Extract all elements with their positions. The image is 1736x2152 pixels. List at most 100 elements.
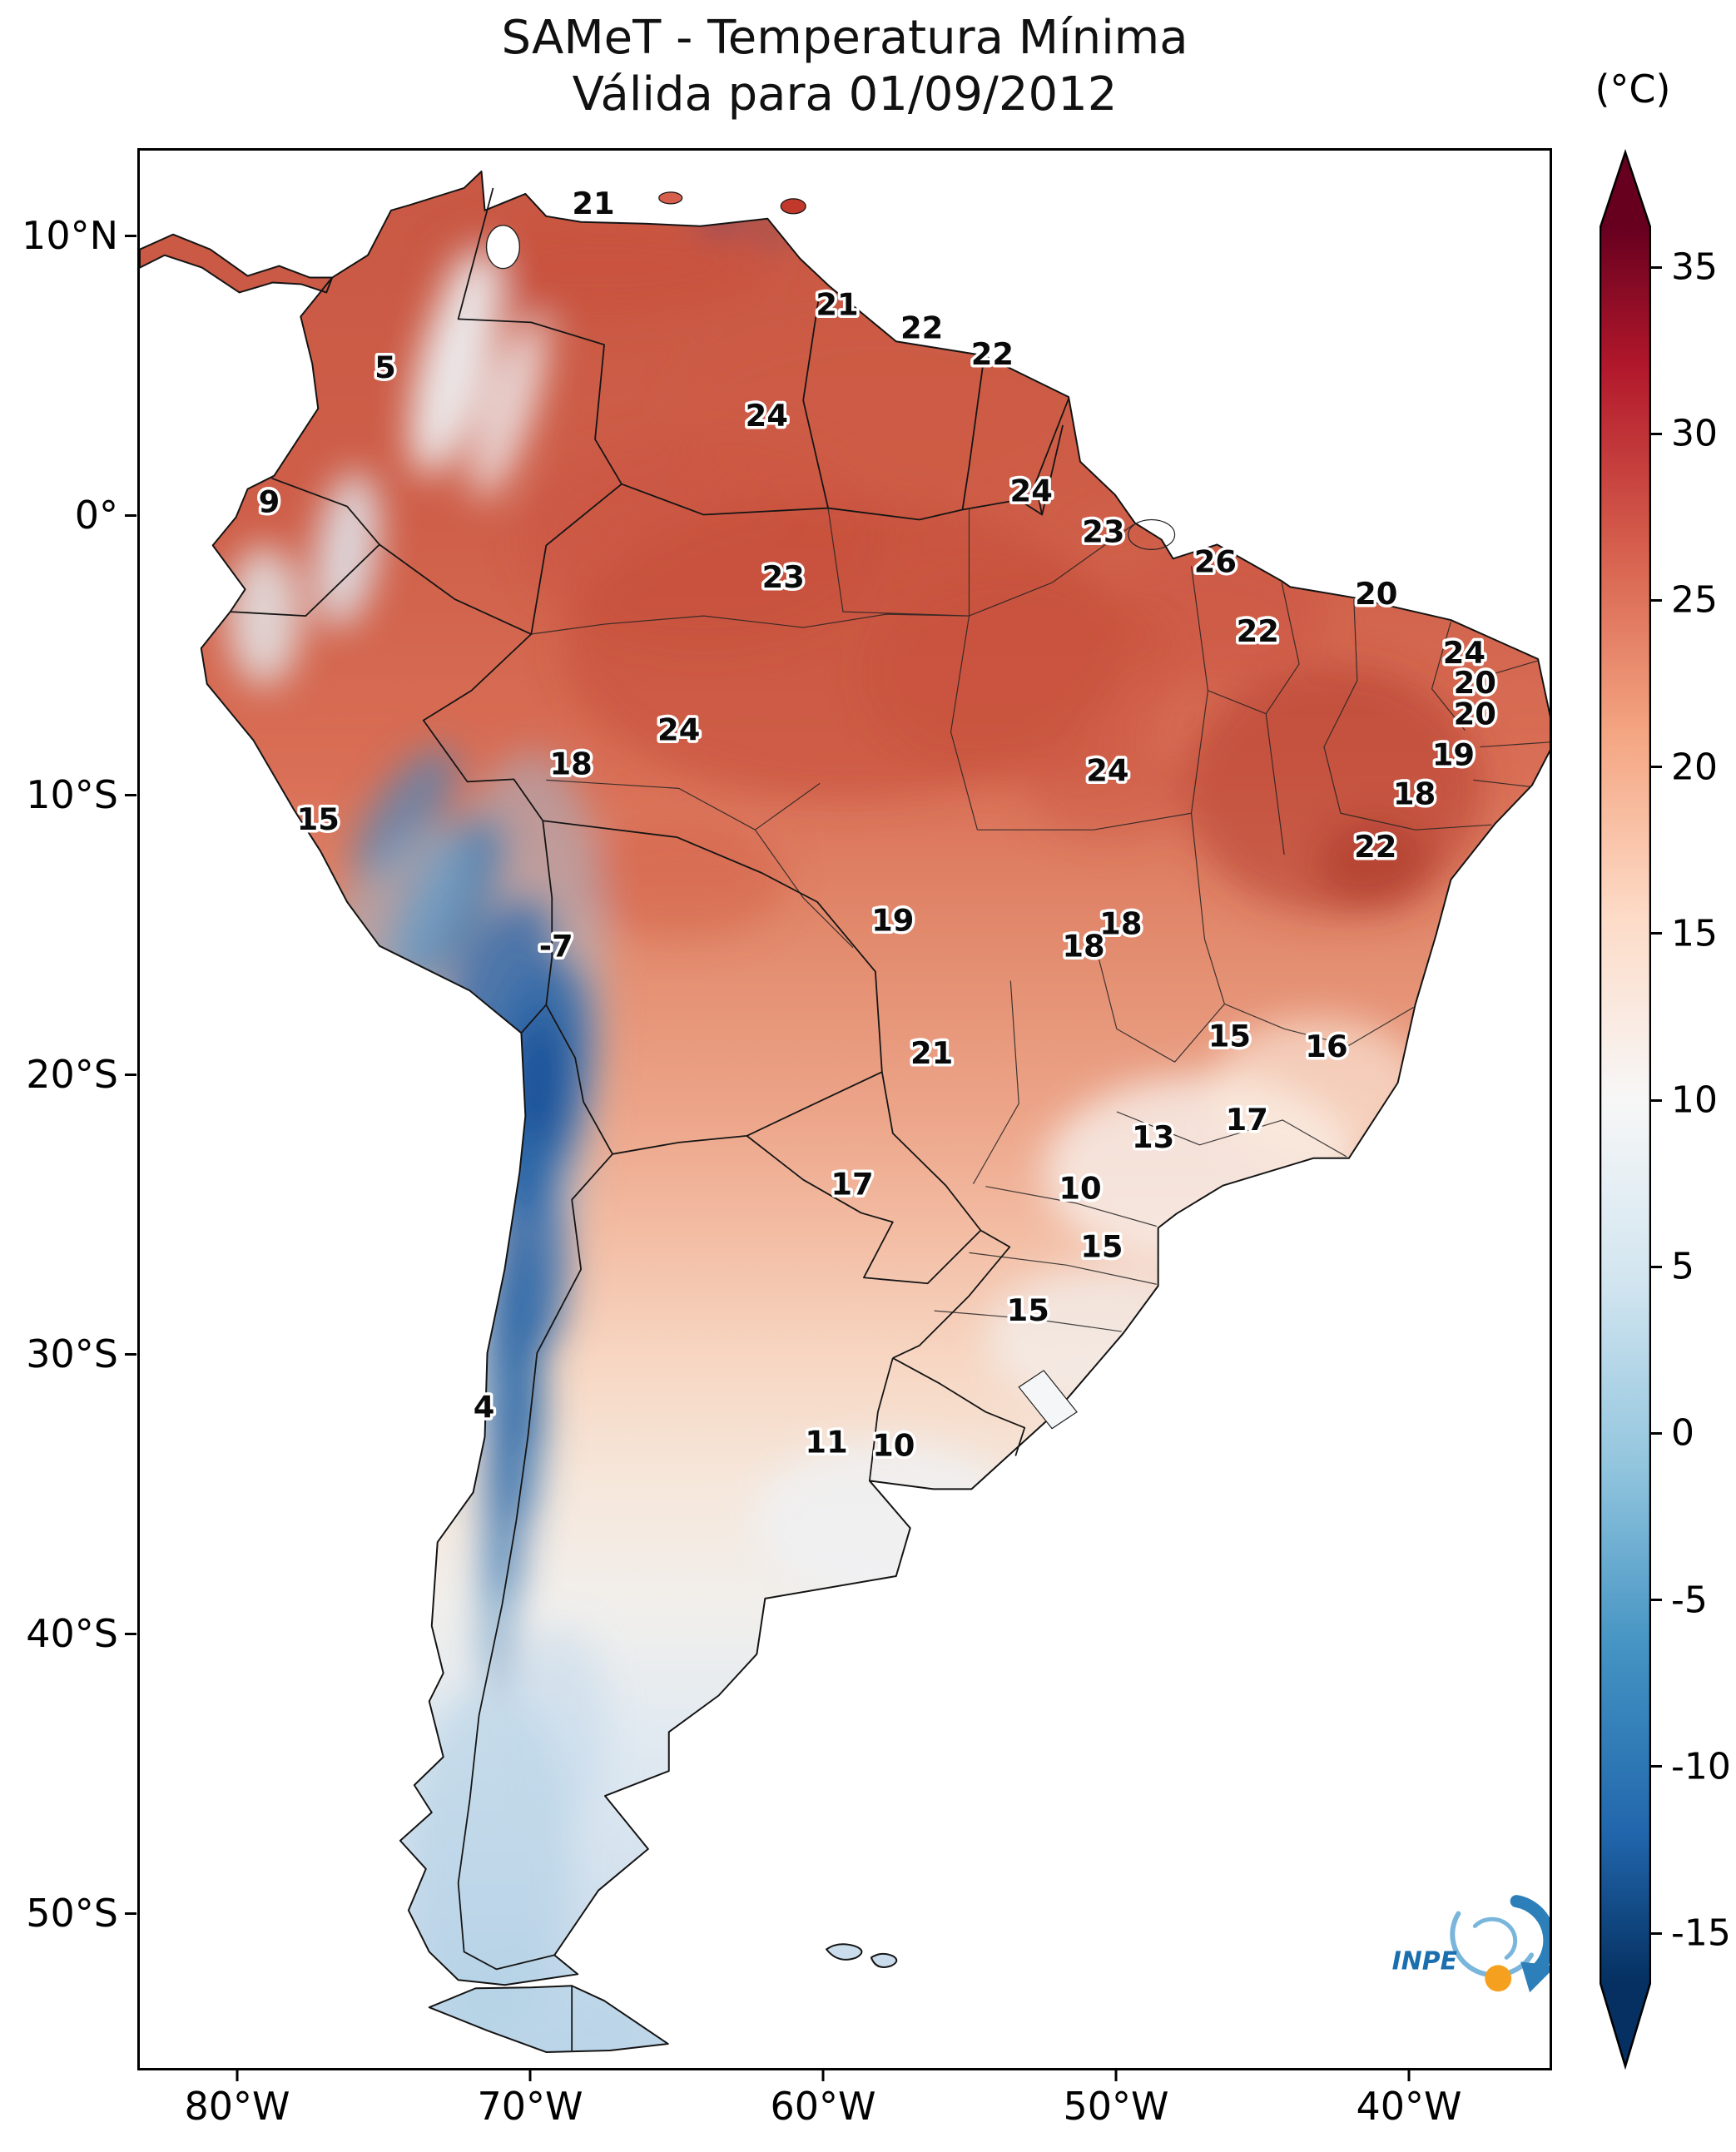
margarita-island [658, 191, 683, 205]
colorbar-tick-mark [1651, 932, 1662, 935]
y-tick-mark [125, 1352, 136, 1356]
colorbar-tick-mark [1651, 265, 1662, 269]
colorbar-ticks: 35 30 25 20 15 10 5 0 -5 -10 -15 [1651, 148, 1736, 2070]
page-subtitle: Válida para 01/09/2012 [572, 67, 1118, 122]
temperature-label: 23 [1082, 513, 1124, 549]
temperature-label: 24 [1443, 635, 1486, 671]
temperature-label: 15 [297, 801, 340, 837]
colorbar-tick-mark [1651, 1265, 1662, 1268]
temperature-label: 24 [657, 712, 700, 748]
temperature-label: 5 [374, 350, 396, 385]
temperature-label: 18 [550, 746, 593, 781]
temperature-label: 22 [971, 336, 1014, 372]
colorbar-tick-mark [1651, 1098, 1662, 1102]
colorbar-tick-label: 5 [1671, 1245, 1694, 1288]
y-tick-label: 20°S [26, 1052, 118, 1097]
title-block: SAMeT - Temperatura Mínima Válida para 0… [137, 10, 1552, 124]
x-tick-mark [821, 2070, 825, 2081]
colorbar-top-arrow [1600, 152, 1650, 227]
temperature-label: 24 [1010, 474, 1053, 509]
x-tick-mark [236, 2070, 239, 2081]
temperature-label: 13 [1132, 1119, 1174, 1155]
y-tick-label: 10°N [22, 213, 118, 258]
y-tick-mark [125, 1912, 136, 1915]
y-tick-label: 10°S [26, 772, 118, 817]
colorbar [1600, 149, 1651, 2070]
y-tick-mark [125, 513, 136, 517]
temperature-label: 21 [910, 1035, 953, 1071]
x-axis: 80°W 70°W 60°W 50°W 40°W [0, 2070, 1736, 2152]
temperature-label: 17 [1226, 1102, 1268, 1138]
x-tick-mark [1407, 2070, 1411, 2081]
temperature-label: 20 [1454, 665, 1496, 701]
x-tick-label: 80°W [184, 2084, 290, 2129]
colorbar-tick-label: 20 [1671, 746, 1718, 789]
x-tick-label: 40°W [1356, 2084, 1462, 2129]
colorbar-tick-label: -5 [1671, 1579, 1708, 1622]
y-tick-mark [125, 1632, 136, 1635]
marajo-island [1128, 518, 1176, 550]
logo-orange-dot [1485, 1965, 1512, 1992]
colorbar-tick-label: 10 [1671, 1078, 1718, 1122]
colorbar-tick-mark [1651, 432, 1662, 435]
y-tick-mark [125, 1073, 136, 1076]
page-title: SAMeT - Temperatura Mínima [501, 11, 1188, 65]
x-tick-mark [1114, 2070, 1118, 2081]
temperature-label: 18 [1062, 929, 1104, 964]
colorbar-tick-mark [1651, 1431, 1662, 1435]
temperature-label: 24 [746, 398, 788, 434]
colorbar-tick-mark [1651, 766, 1662, 769]
logo-arrow [1510, 1895, 1550, 1976]
temperature-label: 21 [816, 286, 858, 322]
x-tick-label: 60°W [770, 2084, 876, 2129]
colorbar-tick-label: 15 [1671, 912, 1718, 955]
temperature-label: 11 [805, 1425, 847, 1460]
y-tick-label: 30°S [26, 1331, 118, 1376]
temperature-label: 15 [1080, 1228, 1123, 1264]
temperature-label: 19 [1432, 736, 1475, 772]
colorbar-tick-label: -15 [1671, 1912, 1731, 1955]
x-tick-mark [528, 2070, 532, 2081]
colorbar-tick-label: 30 [1671, 412, 1718, 455]
logo-swirl-outer [1450, 1911, 1535, 1978]
temperature-label: 22 [900, 310, 943, 345]
temperature-label: 10 [872, 1428, 915, 1464]
trinidad-island [780, 198, 806, 215]
temperature-label: 21 [572, 186, 614, 221]
logo-swirl-inner [1472, 1916, 1518, 1960]
plot-area: 21 5 21 22 22 24 9 24 23 26 20 22 23 24 20 20 19 24 18 24 18… [137, 148, 1552, 2070]
temperature-label: 22 [1354, 829, 1396, 865]
temperature-label: 10 [1059, 1171, 1101, 1207]
country-borders [230, 187, 1069, 2050]
y-axis: 10°N 0° 10°S 20°S 30°S 40°S 50°S [0, 0, 136, 2152]
colorbar-tick-mark [1651, 598, 1662, 602]
logo-text: INPE [1392, 1946, 1458, 1976]
x-tick-label: 50°W [1063, 2084, 1169, 2129]
temperature-label: 26 [1194, 543, 1237, 579]
temperature-label: 23 [762, 559, 805, 595]
temperature-field [140, 171, 1550, 2052]
colorbar-unit-label: (°C) [1595, 67, 1671, 112]
temperature-label: 22 [1237, 613, 1279, 649]
y-tick-mark [125, 234, 136, 237]
temperature-label: 20 [1454, 697, 1496, 732]
colorbar-tick-label: 35 [1671, 245, 1718, 289]
colorbar-tick-mark [1651, 1931, 1662, 1935]
temperature-label: 15 [1007, 1292, 1049, 1328]
temperature-label: 20 [1355, 576, 1397, 612]
y-tick-label: 50°S [26, 1891, 118, 1936]
temperature-label: 15 [1208, 1018, 1251, 1054]
colorbar-bottom-arrow [1600, 1983, 1650, 2066]
colorbar-tick-label: 0 [1671, 1411, 1694, 1455]
temperature-label: 19 [871, 903, 914, 939]
temperature-label: 18 [1099, 906, 1142, 942]
colorbar-gradient [1600, 227, 1650, 1983]
x-tick-label: 70°W [477, 2084, 583, 2129]
colorbar-tick-label: 25 [1671, 578, 1718, 622]
temperature-label: 18 [1393, 776, 1436, 811]
temperature-label: 17 [831, 1167, 873, 1202]
logo-arrowhead [1520, 1961, 1550, 1993]
temperature-label: 9 [259, 484, 280, 520]
